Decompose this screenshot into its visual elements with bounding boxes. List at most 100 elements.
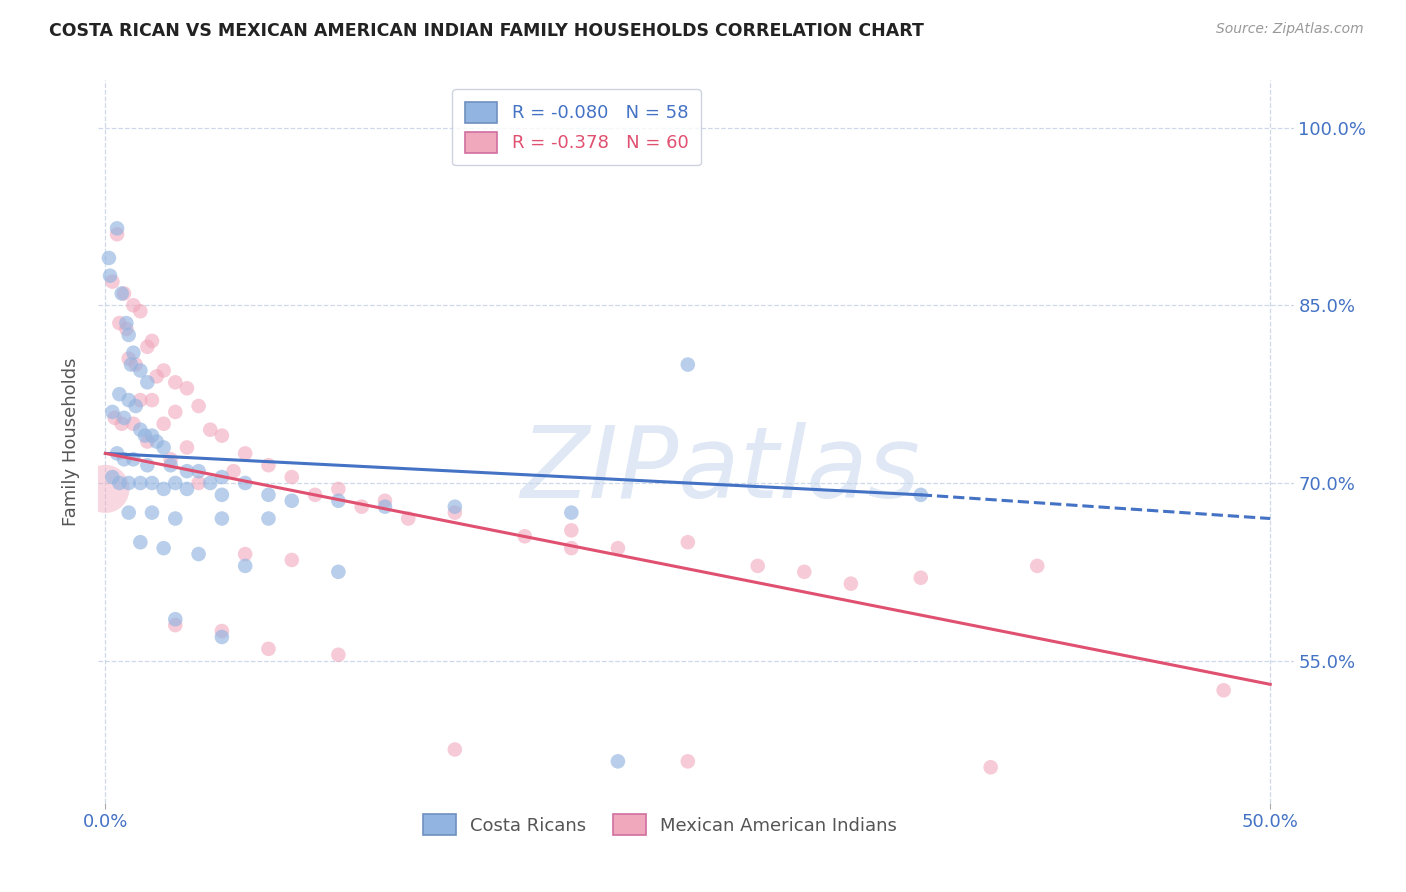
Point (141, 506, 163, 520)
Point (560, 524, 582, 538)
Point (118, 327, 141, 342)
Point (444, 506, 467, 520)
Point (136, 434, 159, 449)
Point (118, 393, 141, 408)
Point (136, 376, 159, 390)
Point (105, 227, 128, 242)
Point (129, 363, 152, 377)
Point (747, 558, 769, 573)
Point (152, 363, 174, 377)
Point (141, 428, 163, 442)
Point (120, 358, 142, 372)
Point (328, 482, 350, 496)
Point (122, 417, 145, 431)
Point (97, 251, 120, 265)
Point (125, 358, 148, 372)
Point (98, 268, 121, 283)
Point (118, 506, 141, 520)
Point (233, 446, 256, 460)
Point (606, 755, 628, 769)
Point (112, 452, 135, 467)
Point (141, 393, 163, 408)
Point (328, 648, 350, 662)
Y-axis label: Family Households: Family Households (62, 358, 80, 525)
Point (396, 511, 419, 525)
Point (793, 565, 815, 579)
Point (211, 488, 233, 502)
Point (350, 500, 373, 514)
Point (560, 541, 582, 556)
Point (165, 511, 187, 525)
Point (211, 428, 233, 442)
Point (211, 630, 233, 644)
Point (233, 475, 256, 490)
Point (211, 624, 233, 638)
Point (101, 405, 124, 419)
Point (165, 405, 187, 419)
Point (118, 351, 141, 366)
Point (122, 452, 145, 467)
Point (1212, 683, 1234, 698)
Point (281, 493, 304, 508)
Point (176, 482, 198, 496)
Point (257, 458, 280, 473)
Point (101, 275, 124, 289)
Point (165, 475, 187, 490)
Point (187, 399, 209, 413)
Point (281, 470, 304, 484)
Point (257, 511, 280, 525)
Point (159, 458, 181, 473)
Point (222, 464, 245, 478)
Point (112, 286, 135, 301)
Point (676, 755, 699, 769)
Point (122, 345, 145, 359)
Point (152, 417, 174, 431)
Text: Source: ZipAtlas.com: Source: ZipAtlas.com (1216, 22, 1364, 37)
Point (129, 535, 152, 549)
Point (129, 475, 152, 490)
Point (122, 298, 145, 312)
Point (328, 565, 350, 579)
Point (129, 304, 152, 318)
Point (980, 760, 1002, 774)
Point (108, 475, 131, 490)
Point (187, 547, 209, 561)
Point (101, 470, 124, 484)
Point (165, 612, 187, 626)
Point (115, 322, 138, 336)
Point (105, 221, 128, 235)
Point (233, 547, 256, 561)
Point (444, 500, 467, 514)
Point (118, 475, 141, 490)
Point (257, 488, 280, 502)
Point (304, 488, 326, 502)
Point (187, 475, 209, 490)
Text: ZIPatlas: ZIPatlas (520, 422, 920, 519)
Point (676, 358, 699, 372)
Point (94, 482, 117, 496)
Point (444, 742, 467, 756)
Legend: Costa Ricans, Mexican American Indians: Costa Ricans, Mexican American Indians (415, 805, 905, 845)
Point (187, 464, 209, 478)
Point (374, 500, 396, 514)
Point (159, 452, 181, 467)
Point (152, 482, 174, 496)
Point (176, 464, 198, 478)
Point (233, 558, 256, 573)
Point (200, 423, 222, 437)
Point (136, 340, 159, 354)
Point (111, 286, 134, 301)
Point (134, 428, 156, 442)
Point (145, 369, 167, 384)
Point (176, 381, 198, 395)
Point (141, 475, 163, 490)
Point (1026, 558, 1049, 573)
Point (108, 387, 131, 401)
Point (839, 576, 862, 591)
Text: COSTA RICAN VS MEXICAN AMERICAN INDIAN FAMILY HOUSEHOLDS CORRELATION CHART: COSTA RICAN VS MEXICAN AMERICAN INDIAN F… (49, 22, 924, 40)
Point (606, 541, 628, 556)
Point (152, 541, 174, 556)
Point (129, 393, 152, 408)
Point (257, 641, 280, 656)
Point (108, 316, 131, 330)
